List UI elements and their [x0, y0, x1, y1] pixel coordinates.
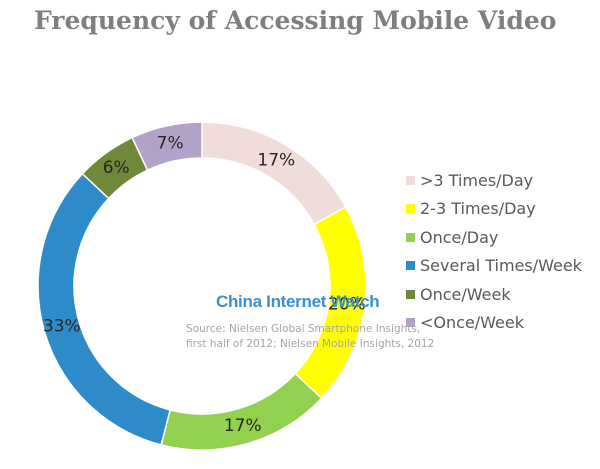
slice-label: 7% — [157, 134, 184, 154]
donut-slice — [37, 172, 172, 446]
slice-label: 20% — [328, 294, 366, 314]
legend-swatch — [406, 175, 415, 185]
donut-slice — [160, 372, 323, 451]
legend-label: Several Times/Week — [420, 256, 582, 276]
legend-item: Once/Day — [406, 223, 582, 252]
legend-label: <Once/Week — [420, 313, 525, 333]
donut-slice — [131, 121, 203, 172]
source-line: first half of 2012; Nielsen Mobile Insig… — [186, 338, 435, 350]
legend-label: 2-3 Times/Day — [420, 199, 536, 219]
source-line: Source: Nielsen Global Smartphone Insigh… — [186, 323, 421, 335]
legend-item: Once/Week — [406, 280, 582, 309]
slice-label: 17% — [257, 150, 295, 170]
source-note: Source: Nielsen Global Smartphone Insigh… — [186, 322, 434, 352]
legend-item: <Once/Week — [406, 309, 582, 338]
slice-label: 33% — [43, 317, 81, 337]
legend-swatch — [406, 318, 415, 328]
legend: >3 Times/Day 2-3 Times/Day Once/Day Seve… — [406, 166, 582, 337]
legend-item: 2-3 Times/Day — [406, 195, 582, 224]
slice-label: 6% — [103, 158, 130, 178]
legend-label: >3 Times/Day — [420, 170, 534, 190]
legend-swatch — [406, 261, 415, 271]
watermark: China Internet Watch — [216, 292, 380, 311]
legend-label: Once/Day — [420, 227, 499, 247]
legend-item: Several Times/Week — [406, 252, 582, 281]
legend-label: Once/Week — [420, 284, 511, 304]
legend-swatch — [406, 289, 415, 299]
slice-label: 17% — [224, 416, 262, 436]
legend-swatch — [406, 204, 415, 214]
chart-title: Frequency of Accessing Mobile Video — [34, 6, 557, 35]
donut-slice — [201, 121, 347, 226]
legend-swatch — [406, 232, 415, 242]
legend-item: >3 Times/Day — [406, 166, 582, 195]
